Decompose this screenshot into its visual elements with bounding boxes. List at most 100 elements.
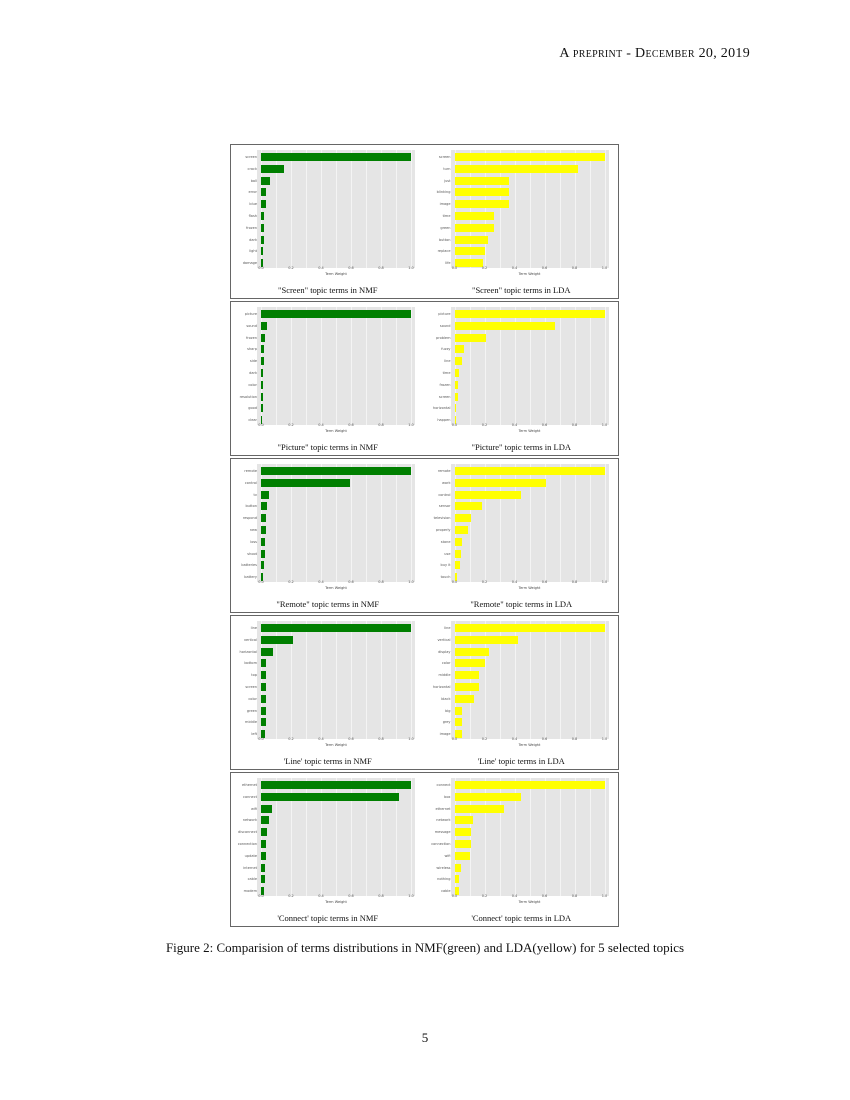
axis-tick-label: 0.4 [511,580,518,584]
term-label: color [248,382,257,387]
axis-tick-label: 0.8 [571,423,578,427]
term-label: remote [437,469,451,473]
bar [261,176,270,185]
bar [261,514,267,523]
gridline [411,621,412,739]
gridline [484,778,486,896]
term-label: box [444,794,451,799]
bar [261,730,266,739]
term-label: screen [245,685,257,689]
term-label: wireless [436,865,451,870]
bar [454,310,605,318]
bar [261,828,267,837]
gridline [261,307,262,425]
axis-tick-label: 0.2 [481,580,488,584]
bar [261,164,284,173]
axis-tick-label: 1.0 [408,894,414,898]
gridline [604,150,606,268]
gridline [291,621,292,739]
plot-area: ethernet connect wifi network disconnect conn… [238,778,415,896]
axis-tick-label: 0.0 [451,580,458,584]
axis-tick-label: 0.8 [378,737,384,741]
gridline [589,778,591,896]
gridline [381,621,382,739]
bar [261,718,266,727]
axis-tick-label: 0.0 [258,423,264,427]
term-label: green [440,225,451,230]
gridline [484,150,486,268]
gridline [411,307,412,425]
term-label: connect [243,794,257,799]
axis-tick-label: 0.8 [571,737,578,741]
gridline [454,778,456,896]
gridline [321,464,322,582]
x-axis-label: Term Weight [518,900,541,904]
gridline [589,150,591,268]
term-label: connect [436,783,451,787]
gridline [529,150,531,268]
bar [261,624,411,632]
bar [454,537,462,546]
term-label: ethernet [435,806,451,811]
term-label: message [434,830,451,835]
bar [261,467,411,475]
term-label: light [249,249,257,254]
term-label: network [436,818,451,823]
axis-tick-label: 0.8 [571,580,578,584]
bar [261,863,266,872]
term-label: time [442,371,451,375]
plot-area: screen turn just blinking image time green butt… [437,150,609,268]
lda-chart-panel: line vertical display color middle horizontal… [425,616,619,769]
axis-tick-label: 1.0 [408,266,414,270]
gridline [514,464,516,582]
gridline [276,307,277,425]
gridline [544,307,546,425]
axis-tick-label: 0.2 [481,266,488,270]
gridline [411,778,412,896]
term-label: buy it [440,563,451,568]
bar [454,514,471,523]
gridline [499,778,501,896]
bar [454,851,470,860]
gridline [321,621,322,739]
bar [261,887,264,896]
subfigure-caption: 'Connect' topic terms in NMF [277,913,379,923]
bar [454,694,474,703]
bar [454,863,461,872]
gridline [336,307,337,425]
term-label: use [444,551,451,556]
axis-tick-label: 0.8 [378,580,384,584]
bar [454,380,459,389]
bar [454,792,521,801]
axis-tick-label: 0.4 [511,737,518,741]
figure-row: remote control tv button respond new loss shoot… [230,458,619,613]
axis-tick-label: 0.0 [451,423,458,427]
axis-tick-label: 0.6 [348,894,354,898]
axis-tick-label: 0.8 [571,266,578,270]
subfigure-caption: "Remote" topic terms in NMF [276,599,380,609]
gridline [306,150,307,268]
bar [261,380,263,389]
bar [261,792,399,801]
subfigure-caption: 'Line' topic terms in LDA [477,756,565,766]
bar [454,804,504,813]
gridline [366,778,367,896]
term-label: screen [438,155,451,159]
bar [454,781,605,789]
term-label: television [433,516,451,521]
subfigure-caption: 'Line' topic terms in NMF [283,756,372,766]
bar [454,259,483,268]
axis-tick-label: 0.8 [378,894,384,898]
term-label: sharp [247,347,257,352]
gridline [351,150,352,268]
bar [261,235,264,244]
term-label: color [441,661,451,666]
term-label: ball [250,178,257,183]
lda-chart-panel: picture sound problem fuzzy line time frozen sc… [425,302,619,455]
gridline [469,150,471,268]
bar [454,671,479,680]
term-label: color [248,696,257,701]
gridline [396,464,397,582]
figure-2: screen crack ball error blue flash frozen dark l… [230,144,619,929]
bar [261,212,264,220]
